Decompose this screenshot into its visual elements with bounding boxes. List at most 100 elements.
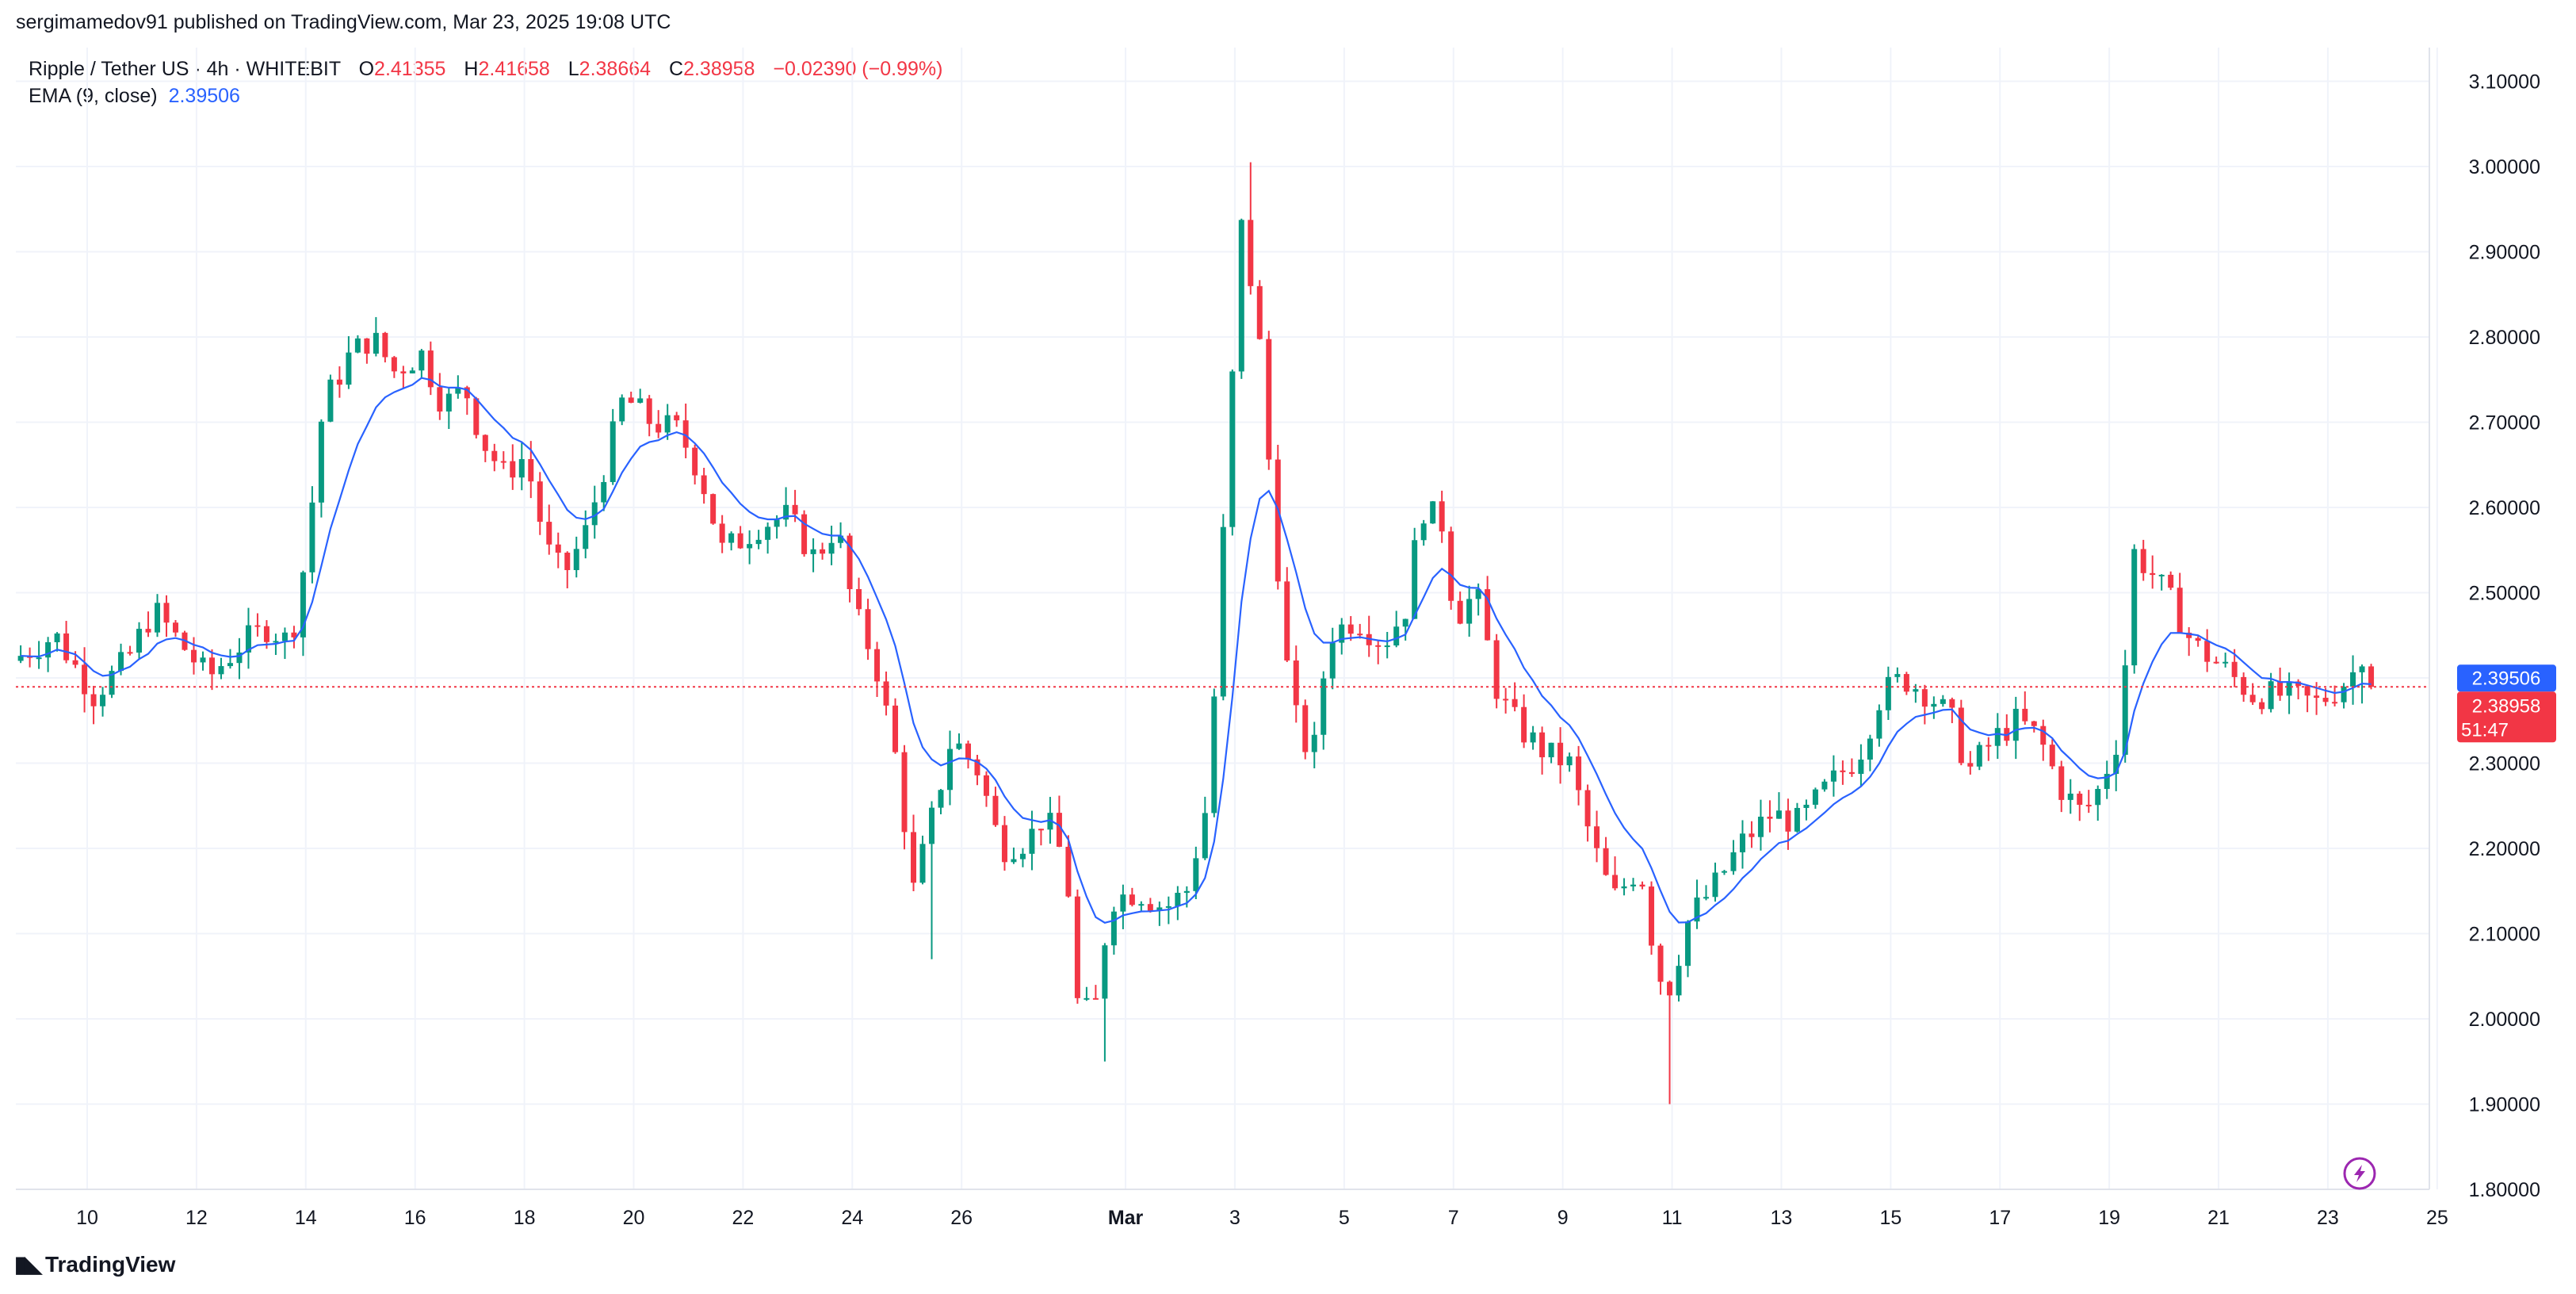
candle-body (437, 387, 443, 412)
footer-logo-text: TradingView (44, 1252, 176, 1277)
candle-body (445, 393, 452, 412)
candle-body (1302, 705, 1309, 752)
candle-body (300, 572, 306, 637)
candle-body (1694, 897, 1700, 922)
candle-body (755, 539, 762, 545)
candle-body (1047, 813, 1053, 830)
candle-body (2049, 745, 2055, 767)
candle-body (1019, 853, 1026, 859)
lightning-bolt-icon[interactable] (2343, 1157, 2376, 1190)
candle-body (573, 549, 579, 571)
candle-body (1603, 848, 1609, 875)
candle-body (1967, 763, 1974, 767)
candle-body (45, 641, 52, 658)
candle-body (136, 629, 143, 653)
candle-body (118, 652, 124, 672)
candle-body (1493, 640, 1500, 699)
candle-body (919, 844, 926, 883)
candle-body (655, 423, 662, 433)
candle-body (2095, 789, 2101, 806)
candle-body (2204, 641, 2211, 662)
time-tick-label: 15 (1879, 1207, 1901, 1229)
candle-body (1211, 696, 1217, 814)
candle-body (1949, 699, 1955, 708)
candle-body (692, 447, 698, 476)
candle-body (500, 461, 506, 463)
candle-body (2332, 702, 2338, 704)
candle-body (109, 671, 115, 695)
legend-low-label: L (568, 58, 579, 80)
candle-body (537, 481, 543, 523)
candle-body (1175, 893, 1181, 906)
candle-body (1293, 660, 1299, 706)
candle-body (2314, 695, 2320, 699)
candle-body (1539, 732, 1546, 758)
candle-body (1621, 886, 1627, 889)
price-tick-label: 2.70000 (2469, 412, 2540, 435)
candle-body (1275, 459, 1281, 582)
time-tick-label: 21 (2207, 1207, 2230, 1229)
candle-body (1703, 897, 1709, 899)
candle-body (1594, 826, 1600, 848)
candle-body (1921, 689, 1928, 707)
candle-body (510, 461, 516, 478)
time-tick-label: 7 (1448, 1207, 1459, 1229)
candle-body (1165, 905, 1171, 908)
candle-body (1903, 674, 1909, 692)
price-axis[interactable]: 1.80000 1.90000 2.00000 2.10000 2.20000 2.300… (2469, 71, 2540, 1202)
legend-symbol[interactable]: Ripple / Tether US · 4h · WHITEBIT (29, 58, 341, 80)
candle-body (856, 588, 862, 610)
candle-body (1183, 890, 1190, 894)
candle-body (528, 459, 534, 482)
candle-body (1420, 523, 1427, 541)
candle-body (400, 371, 407, 373)
candle-body (1685, 921, 1691, 967)
legend-open-label: O (358, 58, 375, 80)
candle-body (82, 664, 88, 695)
candle-body (1311, 734, 1317, 752)
candle-body (1466, 599, 1473, 624)
time-axis[interactable]: 10 12 14 16 18 20 22 24 26 Mar 3 5 7 9 11 13 15 17 19 21 23 2… (76, 1207, 2448, 1229)
candle-body (227, 663, 233, 667)
candle-body (956, 743, 962, 749)
price-tick-label: 2.10000 (2469, 924, 2540, 946)
candle-body (54, 633, 60, 642)
candle-body (464, 387, 470, 399)
candle-body (1284, 581, 1290, 661)
candle-body (1347, 624, 1354, 634)
legend-ema-value: 2.39506 (168, 85, 240, 107)
candle-body (291, 632, 297, 637)
price-tick-label: 2.50000 (2469, 583, 2540, 605)
candle-body (1940, 699, 1946, 704)
legend-change-value: −0.02390 (−0.99%) (773, 58, 943, 80)
candle-body (100, 695, 106, 706)
time-tick-label: 14 (295, 1207, 317, 1229)
candle-body (1557, 742, 1564, 766)
candle-body (127, 652, 133, 654)
candle-body (728, 533, 735, 543)
legend-close-label: C (669, 58, 684, 80)
candle-body (1229, 371, 1236, 527)
candle-body (2350, 672, 2356, 687)
candle-body (664, 415, 671, 433)
candle-body (801, 514, 808, 554)
candle-body (1402, 618, 1408, 627)
candle-body (628, 397, 634, 403)
price-tick-label: 1.80000 (2469, 1179, 2540, 1201)
candle-body (1412, 540, 1418, 619)
candle-body (1193, 858, 1199, 891)
candle-body (200, 657, 206, 663)
legend-ema-label[interactable]: EMA (9, close) (29, 85, 158, 107)
time-tick-label: 23 (2317, 1207, 2339, 1229)
tradingview-logo[interactable]: ▮◣ TradingView (14, 1251, 175, 1277)
candle-body (774, 519, 780, 527)
ema-price-tag-text: 2.39506 (2472, 668, 2541, 689)
candle-body (2122, 665, 2128, 755)
candle-body (747, 544, 753, 549)
candle-body (327, 379, 334, 422)
time-tick-label: 3 (1229, 1207, 1240, 1229)
candle-body (637, 398, 644, 403)
candle-body (1840, 770, 1846, 772)
candle-body (1074, 896, 1080, 998)
